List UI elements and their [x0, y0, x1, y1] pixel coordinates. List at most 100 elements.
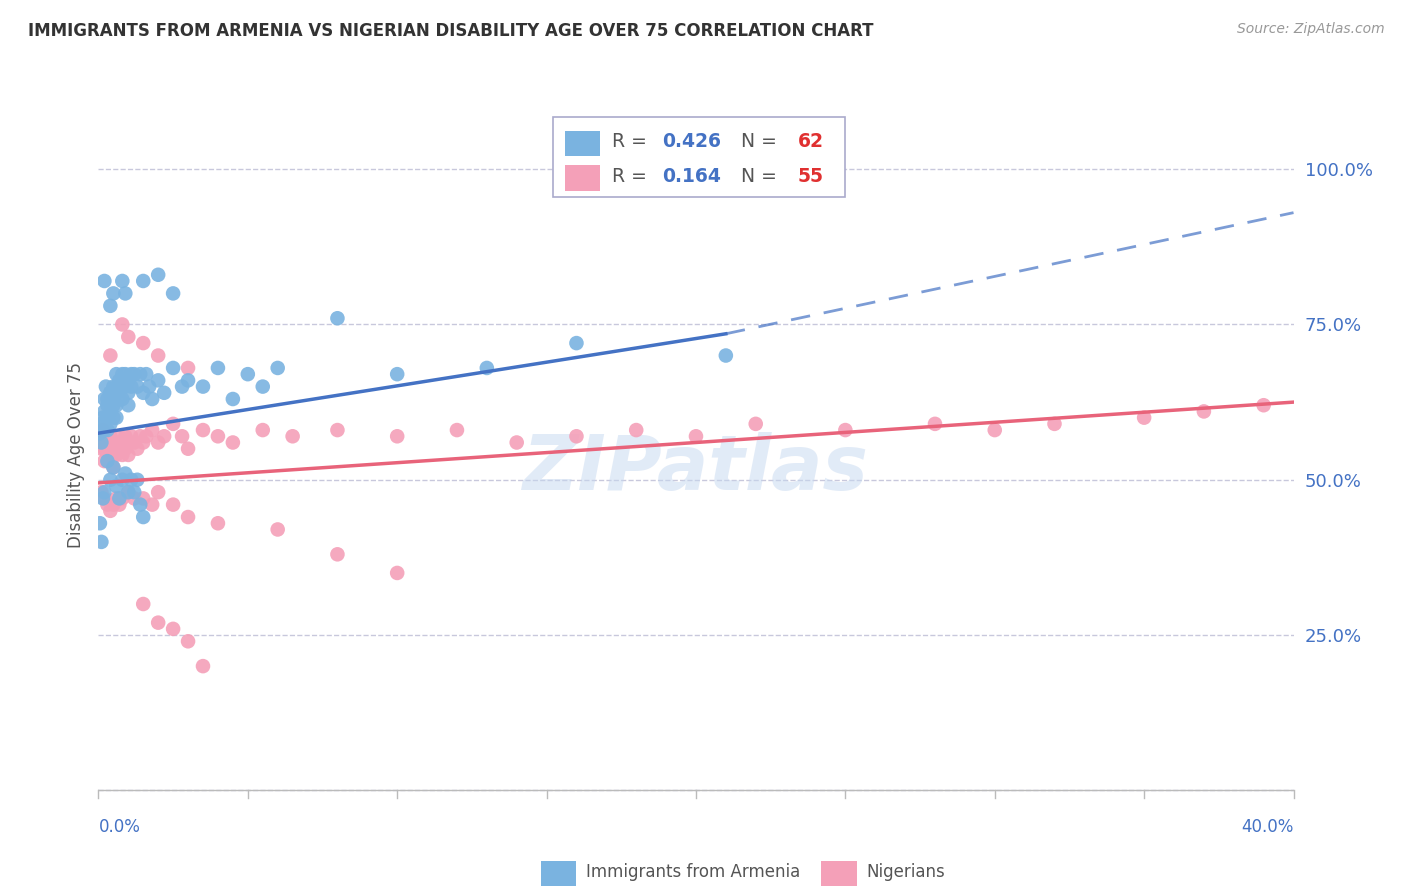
- Point: [177, 361, 200, 376]
- Point: [117, 330, 139, 344]
- Point: [132, 435, 155, 450]
- Point: [148, 615, 170, 630]
- Text: R =: R =: [613, 132, 654, 152]
- Point: [93, 454, 115, 468]
- Point: [446, 423, 468, 437]
- Point: [162, 286, 184, 301]
- Point: [103, 460, 125, 475]
- Point: [117, 373, 139, 387]
- Point: [207, 361, 229, 376]
- Point: [129, 429, 152, 443]
- Point: [138, 379, 160, 393]
- Point: [93, 491, 115, 506]
- Point: [120, 379, 142, 393]
- Point: [141, 392, 163, 406]
- Point: [114, 286, 136, 301]
- Point: [96, 448, 118, 462]
- Point: [105, 479, 128, 493]
- Point: [105, 410, 128, 425]
- Point: [105, 379, 128, 393]
- Point: [103, 392, 125, 406]
- Point: [100, 404, 122, 418]
- Point: [103, 498, 125, 512]
- Point: [108, 379, 131, 393]
- FancyBboxPatch shape: [553, 118, 845, 197]
- Point: [120, 473, 142, 487]
- Point: [326, 547, 349, 561]
- Point: [90, 417, 112, 431]
- Point: [984, 423, 1007, 437]
- Point: [162, 417, 184, 431]
- Point: [114, 467, 136, 481]
- Point: [385, 367, 409, 381]
- Point: [385, 566, 409, 580]
- Point: [1192, 404, 1215, 418]
- Point: [100, 429, 122, 443]
- Point: [108, 491, 131, 506]
- Y-axis label: Disability Age Over 75: Disability Age Over 75: [66, 362, 84, 548]
- Point: [124, 491, 146, 506]
- Point: [148, 349, 170, 363]
- Point: [148, 485, 170, 500]
- Point: [117, 435, 139, 450]
- FancyBboxPatch shape: [565, 166, 600, 191]
- Text: Source: ZipAtlas.com: Source: ZipAtlas.com: [1237, 22, 1385, 37]
- Text: 40.0%: 40.0%: [1241, 818, 1294, 837]
- Point: [506, 435, 529, 450]
- Point: [129, 367, 152, 381]
- Point: [127, 473, 149, 487]
- Point: [162, 622, 184, 636]
- Point: [177, 373, 200, 387]
- Point: [148, 268, 170, 282]
- Point: [105, 398, 128, 412]
- FancyBboxPatch shape: [540, 862, 576, 887]
- Point: [111, 448, 134, 462]
- Point: [108, 498, 131, 512]
- Point: [132, 510, 155, 524]
- Point: [475, 361, 498, 376]
- Point: [90, 423, 112, 437]
- Point: [91, 491, 114, 506]
- Point: [685, 429, 707, 443]
- Point: [105, 491, 128, 506]
- Point: [1043, 417, 1066, 431]
- Point: [91, 423, 114, 437]
- Point: [114, 379, 136, 393]
- Point: [105, 435, 128, 450]
- Point: [326, 423, 349, 437]
- Point: [90, 534, 112, 549]
- Point: [222, 392, 245, 406]
- Point: [172, 379, 194, 393]
- Point: [385, 429, 409, 443]
- Point: [114, 442, 136, 456]
- Point: [108, 392, 131, 406]
- Point: [162, 361, 184, 376]
- Point: [96, 435, 118, 450]
- Point: [105, 448, 128, 462]
- Point: [100, 385, 122, 400]
- Text: Nigerians: Nigerians: [868, 863, 946, 881]
- Point: [100, 417, 122, 431]
- Point: [108, 429, 131, 443]
- Point: [745, 417, 768, 431]
- Text: N =: N =: [730, 167, 783, 186]
- Point: [100, 473, 122, 487]
- Text: 0.164: 0.164: [662, 167, 721, 186]
- Point: [100, 299, 122, 313]
- Point: [120, 429, 142, 443]
- Point: [281, 429, 304, 443]
- Point: [96, 410, 118, 425]
- Point: [924, 417, 946, 431]
- Point: [111, 435, 134, 450]
- Point: [117, 448, 139, 462]
- Point: [326, 311, 349, 326]
- Point: [90, 485, 112, 500]
- Point: [108, 373, 131, 387]
- Point: [267, 361, 290, 376]
- Point: [132, 491, 155, 506]
- Point: [124, 485, 146, 500]
- Point: [93, 392, 115, 406]
- Point: [96, 423, 118, 437]
- Text: ZIPatlas: ZIPatlas: [523, 432, 869, 506]
- Point: [141, 423, 163, 437]
